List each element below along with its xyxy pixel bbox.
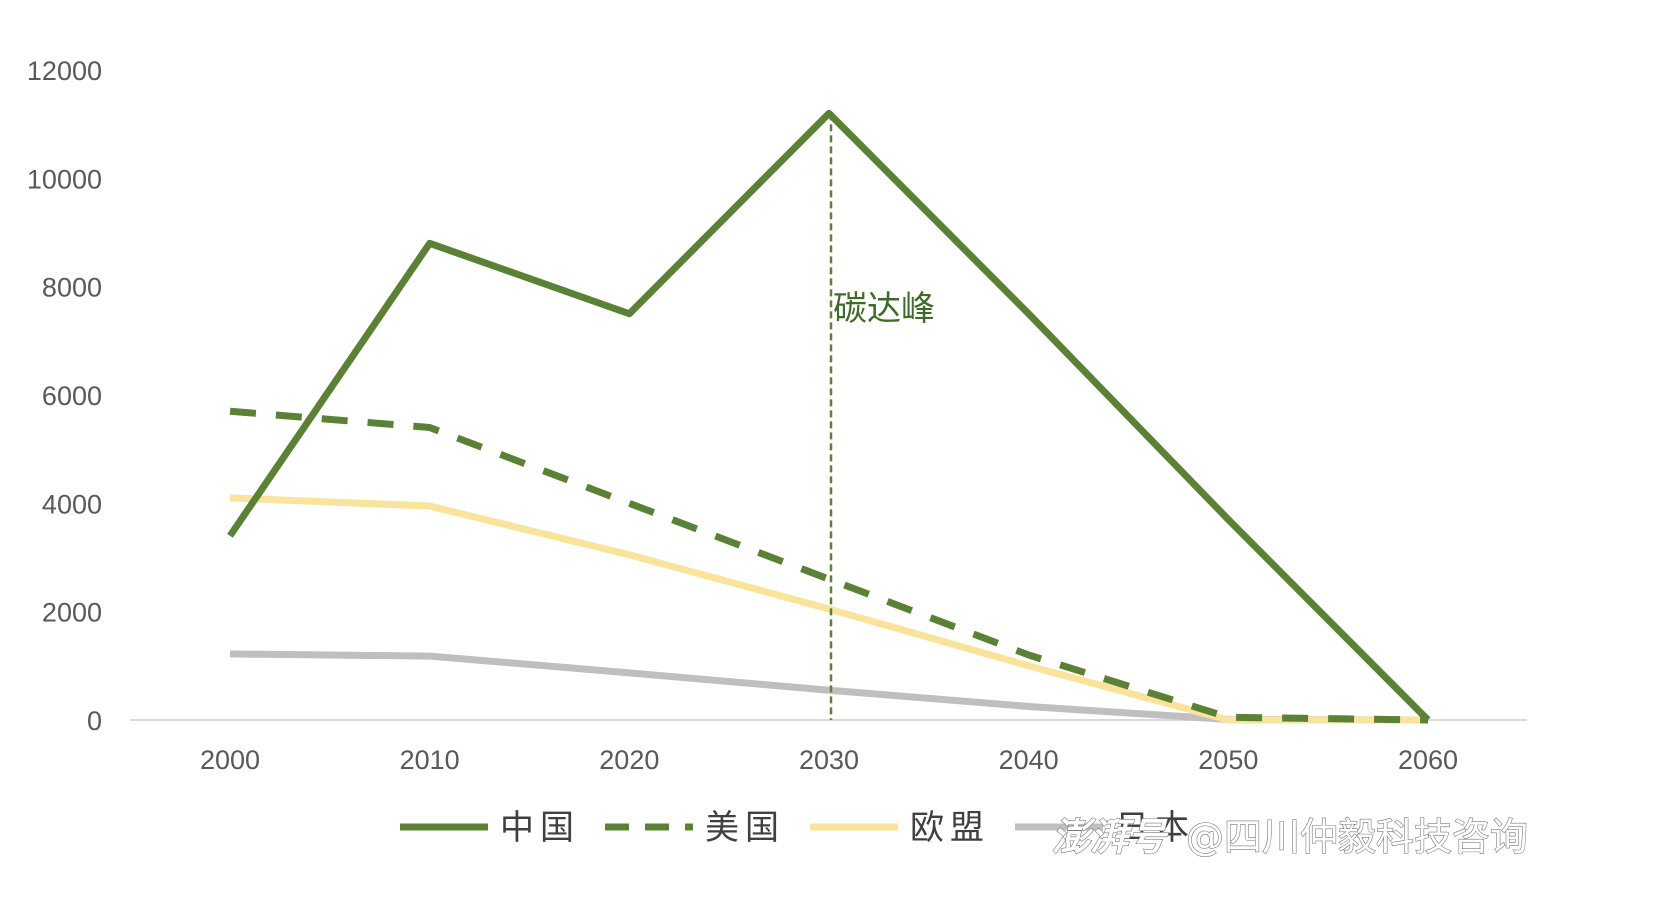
x-tick-label: 2030 xyxy=(799,745,859,775)
watermark-logo-text: 澎湃号 xyxy=(1052,815,1169,859)
legend-label: 中国 xyxy=(500,808,580,848)
y-tick-label: 4000 xyxy=(42,489,102,519)
x-tick-label: 2040 xyxy=(999,745,1059,775)
series-line-1 xyxy=(229,407,1429,724)
legend-label: 美国 xyxy=(705,808,785,848)
y-tick-label: 8000 xyxy=(42,273,102,303)
carbon-peak-label: 碳达峰 xyxy=(833,289,935,329)
x-tick-label: 2010 xyxy=(400,745,460,775)
y-tick-label: 2000 xyxy=(42,598,102,628)
watermark: 澎湃号 @四川仲毅科技咨询 xyxy=(1051,814,1528,859)
x-tick-label: 2060 xyxy=(1398,745,1458,775)
y-tick-label: 10000 xyxy=(27,164,102,194)
series-line-3 xyxy=(229,650,1429,724)
legend-label: 日本 xyxy=(1115,808,1195,848)
x-tick-label: 2020 xyxy=(599,745,659,775)
y-tick-label: 6000 xyxy=(42,381,102,411)
x-tick-label: 2000 xyxy=(200,745,260,775)
y-tick-label: 0 xyxy=(87,706,102,736)
y-axis-tick-labels: 0 2000 4000 6000 8000 10000 12000 xyxy=(27,56,102,736)
series-lines xyxy=(227,109,1431,724)
x-axis-tick-labels: 2000 2010 2020 2030 2040 2050 2060 xyxy=(200,745,1458,775)
series-line-2 xyxy=(229,494,1428,724)
peak-annotation: 碳达峰 xyxy=(829,113,935,720)
legend: 中国 美国 欧盟 日本 xyxy=(400,808,1195,848)
x-tick-label: 2050 xyxy=(1198,745,1258,775)
watermark-credit: @四川仲毅科技咨询 xyxy=(1186,815,1528,859)
y-tick-label: 12000 xyxy=(27,56,102,86)
series-line-0 xyxy=(227,109,1431,723)
legend-label: 欧盟 xyxy=(910,808,990,848)
